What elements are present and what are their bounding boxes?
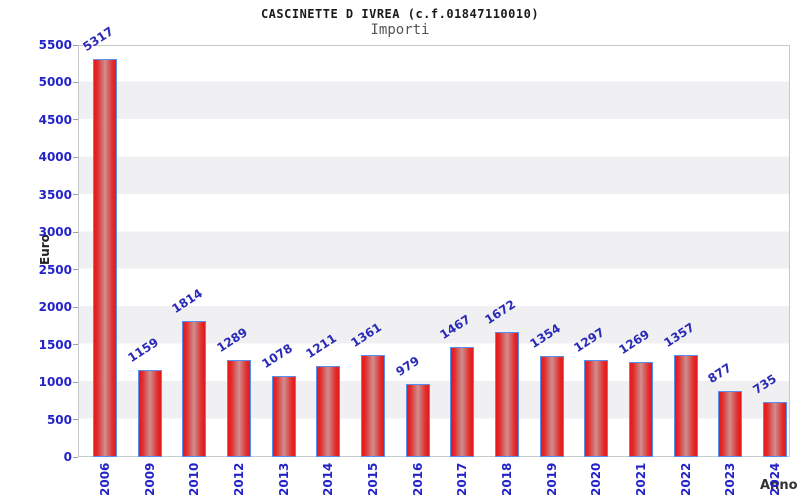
- y-tick-label-3000: 3000: [38, 225, 72, 240]
- y-tick-label-5000: 5000: [38, 75, 72, 90]
- x-tick-label-2012: 2012: [232, 462, 246, 496]
- bar-2014[interactable]: [316, 366, 341, 457]
- bar-2006[interactable]: [93, 58, 117, 457]
- x-tick-label-2010: 2010: [187, 462, 202, 496]
- y-tick-mark-0: [73, 456, 78, 458]
- bar-2013[interactable]: [271, 376, 296, 457]
- y-tick-mark-4000: [73, 156, 78, 158]
- chart-subtitle: Importi: [370, 22, 430, 38]
- x-tick-label-2014: 2014: [321, 462, 336, 496]
- x-tick-label-2023: 2023: [723, 462, 738, 496]
- chart-title: CASCINETTE D IVREA (c.f.01847110010): [260, 7, 540, 21]
- bar-2019[interactable]: [539, 355, 564, 457]
- x-tick-label-2016: 2016: [410, 462, 425, 496]
- y-tick-mark-3500: [73, 194, 78, 196]
- y-tick-label-2000: 2000: [38, 300, 72, 315]
- y-tick-label-4000: 4000: [38, 150, 72, 165]
- x-tick-label-2009: 2009: [142, 462, 157, 496]
- y-tick-mark-5500: [73, 44, 78, 46]
- y-tick-label-500: 500: [46, 412, 72, 427]
- x-tick-label-2018: 2018: [500, 462, 514, 496]
- x-tick-label-2006: 2006: [98, 462, 112, 496]
- x-tick-label-2015: 2015: [366, 462, 380, 496]
- bar-2015[interactable]: [361, 355, 385, 457]
- bar-2009[interactable]: [137, 370, 162, 457]
- x-tick-label-2024: 2024: [768, 462, 782, 496]
- x-tick-label-2020: 2020: [589, 462, 604, 496]
- x-tick-label-2019: 2019: [544, 462, 559, 496]
- bar-2017[interactable]: [450, 347, 475, 457]
- y-tick-label-4500: 4500: [38, 112, 72, 127]
- bar-2023[interactable]: [718, 391, 743, 457]
- bar-2018[interactable]: [495, 331, 519, 457]
- y-tick-mark-5000: [73, 81, 78, 83]
- y-tick-label-2500: 2500: [38, 262, 72, 277]
- bar-2020[interactable]: [584, 359, 609, 457]
- y-tick-label-1500: 1500: [38, 337, 72, 352]
- y-tick-mark-500: [73, 419, 78, 421]
- bar-2022[interactable]: [673, 355, 698, 457]
- y-tick-label-3500: 3500: [38, 187, 72, 202]
- bar-2024[interactable]: [763, 401, 787, 457]
- x-tick-label-2021: 2021: [634, 462, 648, 496]
- y-tick-label-0: 0: [63, 450, 72, 464]
- y-tick-mark-2500: [73, 269, 78, 271]
- x-tick-label-2017: 2017: [455, 462, 470, 496]
- y-tick-mark-4500: [73, 119, 78, 121]
- bar-2021[interactable]: [629, 361, 653, 457]
- bar-2010[interactable]: [182, 321, 207, 457]
- y-tick-mark-2000: [73, 306, 78, 308]
- x-tick-label-2013: 2013: [276, 462, 291, 496]
- y-tick-mark-3000: [73, 231, 78, 233]
- bar-2016[interactable]: [405, 383, 430, 457]
- y-tick-label-1000: 1000: [38, 375, 72, 390]
- bar-2012[interactable]: [227, 360, 251, 457]
- y-tick-mark-1000: [73, 381, 78, 383]
- x-axis-title: Anno: [760, 478, 798, 493]
- y-tick-mark-1500: [73, 344, 78, 346]
- y-tick-label-5500: 5500: [38, 38, 72, 52]
- x-tick-label-2022: 2022: [678, 462, 693, 496]
